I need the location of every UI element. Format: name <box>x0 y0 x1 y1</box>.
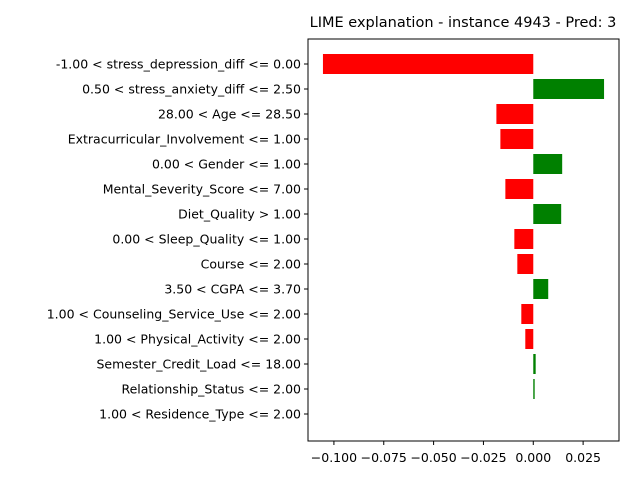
bar <box>533 204 562 224</box>
y-tick-labels: -1.00 < stress_depression_diff <= 0.00 0.… <box>47 57 308 422</box>
x-tick-group: −0.100 −0.075 −0.050 −0.025 0.000 0.025 <box>311 441 601 465</box>
y-tick-label: 1.00 < Physical_Activity <= 2.00 <box>94 332 301 347</box>
y-tick-label: Extracurricular_Involvement <= 1.00 <box>68 132 301 147</box>
bar <box>496 104 534 124</box>
y-tick-label: Diet_Quality > 1.00 <box>178 207 301 222</box>
bar <box>533 379 535 399</box>
y-tick-label: Mental_Severity_Score <= 7.00 <box>103 182 301 197</box>
y-tick-label: 28.00 < Age <= 28.50 <box>158 107 301 122</box>
bar <box>533 279 549 299</box>
plot-frame <box>307 38 620 442</box>
bar <box>525 329 534 349</box>
x-tick-label: −0.050 <box>410 450 456 465</box>
bar <box>500 129 534 149</box>
chart-title: LIME explanation - instance 4943 - Pred:… <box>310 15 617 31</box>
bar <box>521 304 534 324</box>
y-tick-label: -1.00 < stress_depression_diff <= 0.00 <box>56 57 301 72</box>
bars-group <box>322 54 605 399</box>
bar <box>533 354 536 374</box>
y-tick-label: Relationship_Status <= 2.00 <box>121 382 301 397</box>
bar <box>505 179 534 199</box>
y-tick-label: 1.00 < Residence_Type <= 2.00 <box>99 407 301 422</box>
y-tick-label: Semester_Credit_Load <= 18.00 <box>97 357 302 372</box>
bar <box>514 229 534 249</box>
x-tick-label: −0.100 <box>311 450 357 465</box>
x-tick-label: 0.000 <box>515 450 551 465</box>
y-tick-label: 0.50 < stress_anxiety_diff <= 2.50 <box>82 82 301 97</box>
y-tick-label: 0.00 < Sleep_Quality <= 1.00 <box>112 232 301 247</box>
y-tick-label: 0.00 < Gender <= 1.00 <box>152 157 301 172</box>
y-tick-label: 3.50 < CGPA <= 3.70 <box>164 282 301 297</box>
x-tick-label: 0.025 <box>565 450 601 465</box>
y-tick-label: 1.00 < Counseling_Service_Use <= 2.00 <box>47 307 301 322</box>
bar <box>533 154 563 174</box>
bar <box>533 79 605 99</box>
x-tick-label: −0.075 <box>361 450 407 465</box>
bar <box>517 254 534 274</box>
x-tick-label: −0.025 <box>460 450 506 465</box>
y-tick-label: Course <= 2.00 <box>201 257 301 272</box>
bar <box>322 54 534 74</box>
